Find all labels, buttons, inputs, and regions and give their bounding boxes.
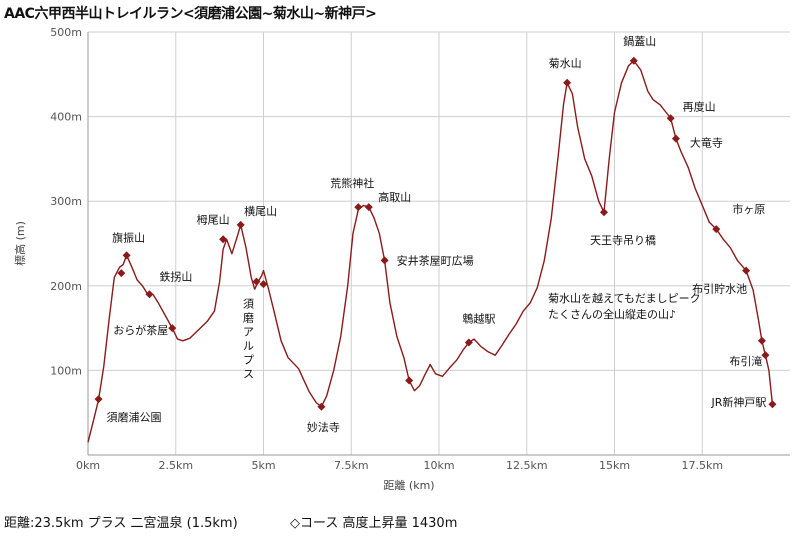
y-tick-label: 300m <box>50 195 82 208</box>
waypoint-label: JR新神戸駅 <box>711 395 767 409</box>
waypoint-label: 須 <box>243 298 254 311</box>
waypoint-marker <box>712 225 721 234</box>
waypoint-label: 天王寺吊り橋 <box>590 233 656 247</box>
x-tick-label: 17.5km <box>681 459 723 472</box>
waypoint-label: 妙法寺 <box>307 420 340 434</box>
waypoint-label: 旗振山 <box>112 230 145 244</box>
waypoint-label: 安井茶屋町広場 <box>397 253 474 267</box>
waypoint-marker <box>599 208 608 217</box>
annotation-text: 菊水山を越えてもだましピーク <box>548 291 701 305</box>
waypoint-label: 栂尾山 <box>197 213 230 226</box>
waypoint-marker <box>117 269 126 278</box>
waypoint-marker <box>629 56 638 65</box>
waypoint-marker <box>742 266 751 275</box>
waypoint-marker <box>94 395 103 404</box>
distance-note: 距離:23.5km プラス 二宮温泉 (1.5km) <box>4 516 238 531</box>
waypoint-label: 布引滝 <box>729 354 762 368</box>
waypoint-label: 高取山 <box>378 190 411 204</box>
y-tick-label: 500m <box>50 26 82 39</box>
waypoint-label: おらが茶屋 <box>113 323 168 337</box>
waypoint-label: 鍋蓋山 <box>623 34 656 48</box>
waypoint-label: ス <box>243 368 254 381</box>
waypoint-marker <box>768 400 777 409</box>
waypoint-marker <box>317 402 326 411</box>
x-tick-label: 0km <box>76 459 100 472</box>
waypoint-label: ア <box>243 326 254 339</box>
x-tick-label: 7.5km <box>334 459 369 472</box>
x-tick-label: 10km <box>423 459 454 472</box>
waypoint-marker <box>757 336 766 345</box>
y-axis-title: 標高 (m) <box>13 221 27 266</box>
waypoint-marker <box>236 220 245 229</box>
chart-title: AAC六甲西半山トレイルラン<須磨浦公園~菊水山~新神戸> <box>4 6 377 22</box>
x-tick-label: 15km <box>599 459 630 472</box>
waypoint-marker <box>145 290 154 299</box>
y-tick-label: 200m <box>50 280 82 293</box>
waypoint-marker <box>464 338 473 347</box>
y-tick-label: 100m <box>50 364 82 377</box>
waypoint-marker <box>761 351 770 360</box>
y-tick-label: 400m <box>50 111 82 124</box>
waypoint-label: 大竜寺 <box>690 136 723 150</box>
waypoint-label: 菊水山 <box>549 57 582 70</box>
waypoint-label: プ <box>243 354 254 367</box>
waypoint-marker <box>168 324 177 333</box>
waypoint-label: 市ヶ原 <box>732 202 765 216</box>
waypoint-label: 再度山 <box>683 99 716 113</box>
elevation-line <box>87 60 774 443</box>
waypoint-marker <box>671 134 680 143</box>
waypoint-marker <box>252 277 261 286</box>
x-tick-label: 12.5km <box>506 459 548 472</box>
waypoint-marker <box>563 78 572 87</box>
waypoint-marker <box>122 251 131 260</box>
axes: 100m 200m 300m 400m 500m 0km 2.5km 5km 7.5km 10km… <box>13 26 790 492</box>
grid <box>88 31 790 455</box>
waypoint-label: 横尾山 <box>244 204 277 218</box>
waypoint-marker <box>364 203 373 212</box>
waypoint-marker <box>219 235 228 244</box>
waypoint-label: 布引貯水池 <box>692 282 747 296</box>
waypoint-marker <box>259 280 268 289</box>
x-tick-label: 5km <box>251 459 275 472</box>
course-note: ◇コース 高度上昇量 1430m <box>290 516 458 531</box>
waypoint-label: 鉄拐山 <box>159 269 192 283</box>
waypoint-marker <box>405 376 414 385</box>
waypoint-label: 荒熊神社 <box>330 176 374 190</box>
waypoint-label: 須磨浦公園 <box>107 411 162 424</box>
waypoint-label: 磨 <box>243 312 254 325</box>
annotation-text: たくさんの全山縦走の山♪ <box>548 307 676 321</box>
marker-layer <box>94 56 777 411</box>
waypoint-marker <box>380 256 389 265</box>
line-layer <box>87 60 774 443</box>
x-tick-label: 2.5km <box>158 459 193 472</box>
waypoint-label: ル <box>243 340 254 353</box>
waypoint-label: 鵯越駅 <box>462 311 495 325</box>
waypoint-marker <box>666 114 675 123</box>
waypoint-marker <box>354 203 363 212</box>
x-axis-title: 距離 (km) <box>383 478 434 492</box>
